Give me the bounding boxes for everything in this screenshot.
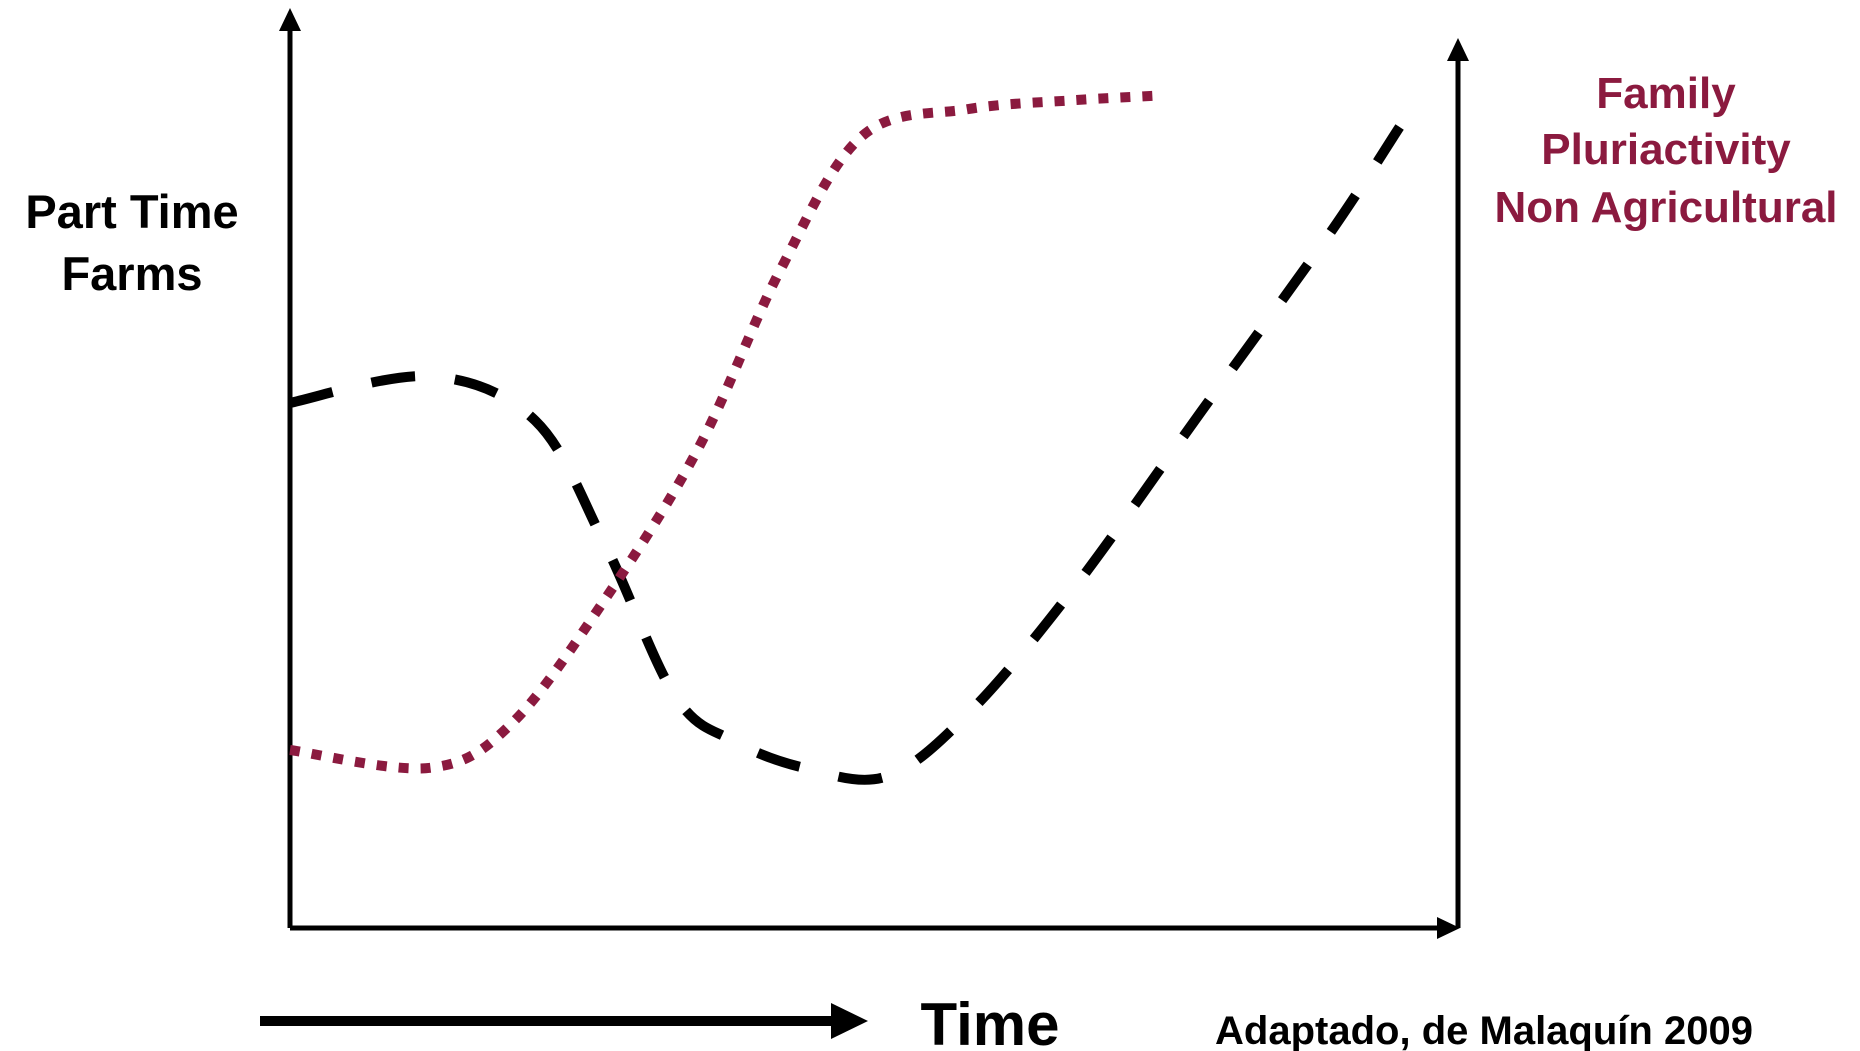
- source-note: Adaptado, de Malaquín 2009: [1215, 1009, 1753, 1051]
- right-axis-label-line-3: Non Agricultural: [1494, 183, 1837, 232]
- right-axis-label-line-1: Family: [1596, 69, 1736, 118]
- series-layer: [288, 90, 1404, 785]
- time-label: Time: [921, 991, 1060, 1051]
- left-y-axis-arrowhead: [279, 8, 301, 31]
- left-axis-label-line-1: Part Time: [25, 185, 238, 238]
- left-axis-label-line-2: Farms: [61, 247, 202, 300]
- right-y-axis-arrowhead: [1447, 38, 1469, 61]
- axes: [279, 8, 1469, 939]
- series-line-dotted-1: [289, 90, 1155, 774]
- right-axis-label-line-2: Pluriactivity: [1541, 125, 1791, 174]
- series-line-dashed-0: [288, 124, 1404, 785]
- x-axis-arrowhead: [1437, 917, 1460, 939]
- time-arrow-head: [831, 1003, 868, 1039]
